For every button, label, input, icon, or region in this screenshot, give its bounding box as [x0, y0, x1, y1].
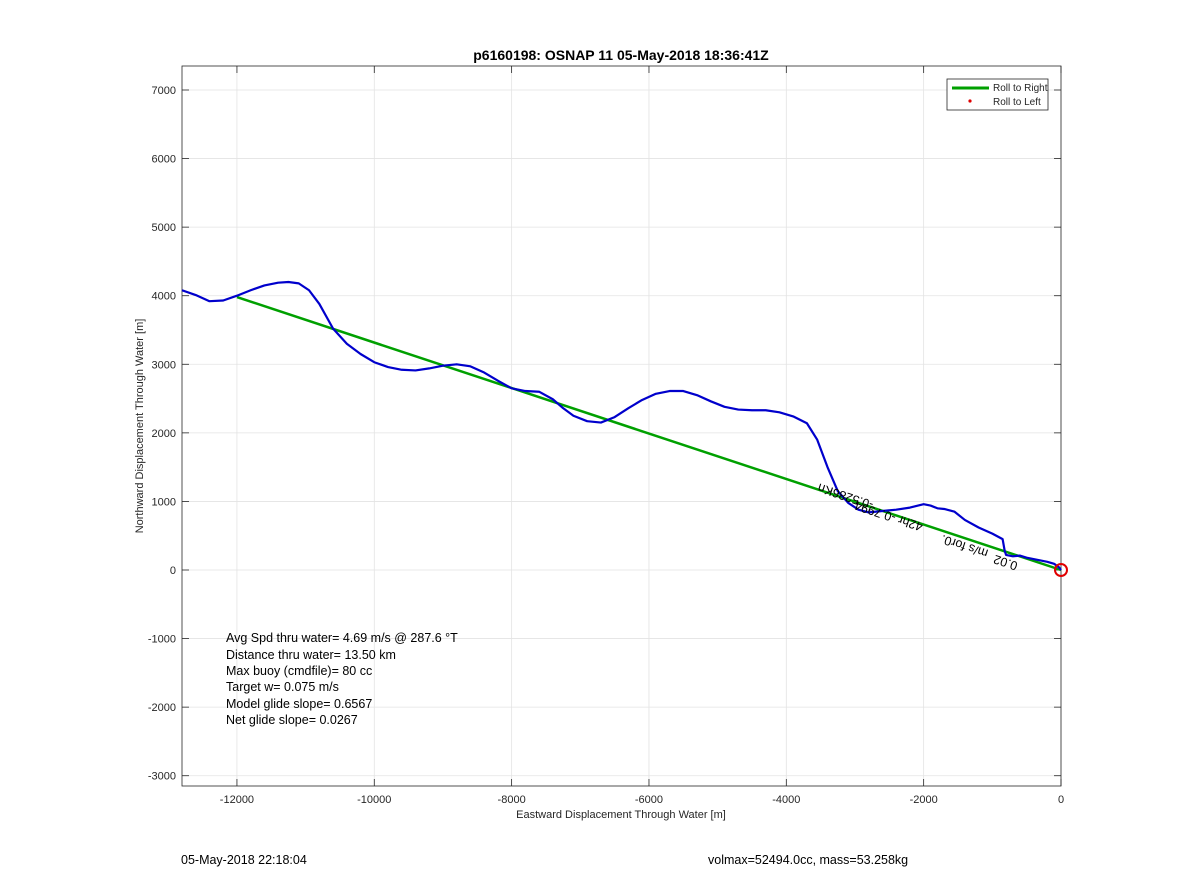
chart-title: p6160198: OSNAP 11 05-May-2018 18:36:41Z: [473, 47, 769, 63]
x-tick-label: -10000: [357, 794, 391, 806]
axis-ticks: -12000 -10000 -8000 -6000 -4000 -2000 0-3000-2…: [148, 66, 1064, 806]
y-tick-label: 5000: [152, 222, 176, 234]
y-tick-label: -3000: [148, 771, 176, 783]
annotation-net-glide: Net glide slope= 0.0267: [226, 713, 358, 727]
grid-lines: [182, 66, 1062, 786]
y-tick-label: 2000: [152, 428, 176, 440]
annotation-distance: Distance thru water= 13.50 km: [226, 648, 396, 662]
path-label: 42hr -0.7994: [853, 498, 925, 534]
y-tick-label: 1000: [152, 496, 176, 508]
legend-label-roll-right: Roll to Right: [993, 83, 1048, 94]
series-track-line: [181, 280, 1062, 571]
annotation-target-w: Target w= 0.075 m/s: [226, 680, 339, 694]
legend-box: [946, 78, 1049, 111]
series-roll-left-marker: [1054, 563, 1068, 577]
y-tick-label: 4000: [152, 291, 176, 303]
legend: Roll to Right Roll to Left: [946, 78, 1049, 111]
series-layer: [181, 280, 1068, 577]
x-tick-label: -2000: [910, 794, 938, 806]
x-tick-label: 0: [1058, 794, 1064, 806]
annotation-max-buoy: Max buoy (cmdfile)= 80 cc: [226, 664, 372, 678]
annotation-avg-speed: Avg Spd thru water= 4.69 m/s @ 287.6 °T: [226, 631, 458, 645]
y-axis-label: Northward Displacement Through Water [m]: [134, 319, 146, 534]
annotation-model-glide: Model glide slope= 0.6567: [226, 697, 372, 711]
x-tick-label: -8000: [498, 794, 526, 806]
y-tick-label: 7000: [152, 85, 176, 97]
y-tick-label: -1000: [148, 634, 176, 646]
footer-info: volmax=52494.0cc, mass=53.258kg: [708, 853, 909, 867]
footer-timestamp: 05-May-2018 22:18:04: [181, 853, 307, 867]
y-tick-label: 0: [170, 565, 176, 577]
y-tick-label: 3000: [152, 359, 176, 371]
y-tick-label: 6000: [152, 154, 176, 166]
x-tick-label: -6000: [635, 794, 663, 806]
legend-swatch-roll-left: [968, 99, 972, 103]
x-tick-label: -12000: [220, 794, 254, 806]
stats-annotation: Avg Spd thru water= 4.69 m/s @ 287.6 °T …: [226, 631, 458, 727]
plot-area: [181, 65, 1062, 787]
legend-label-roll-left: Roll to Left: [993, 97, 1041, 108]
x-axis-label: Eastward Displacement Through Water [m]: [516, 809, 726, 821]
series-roll-right-line: [236, 295, 1062, 572]
x-tick-label: -4000: [772, 794, 800, 806]
y-tick-label: -2000: [148, 702, 176, 714]
path-label: m/s for0.: [939, 532, 990, 561]
